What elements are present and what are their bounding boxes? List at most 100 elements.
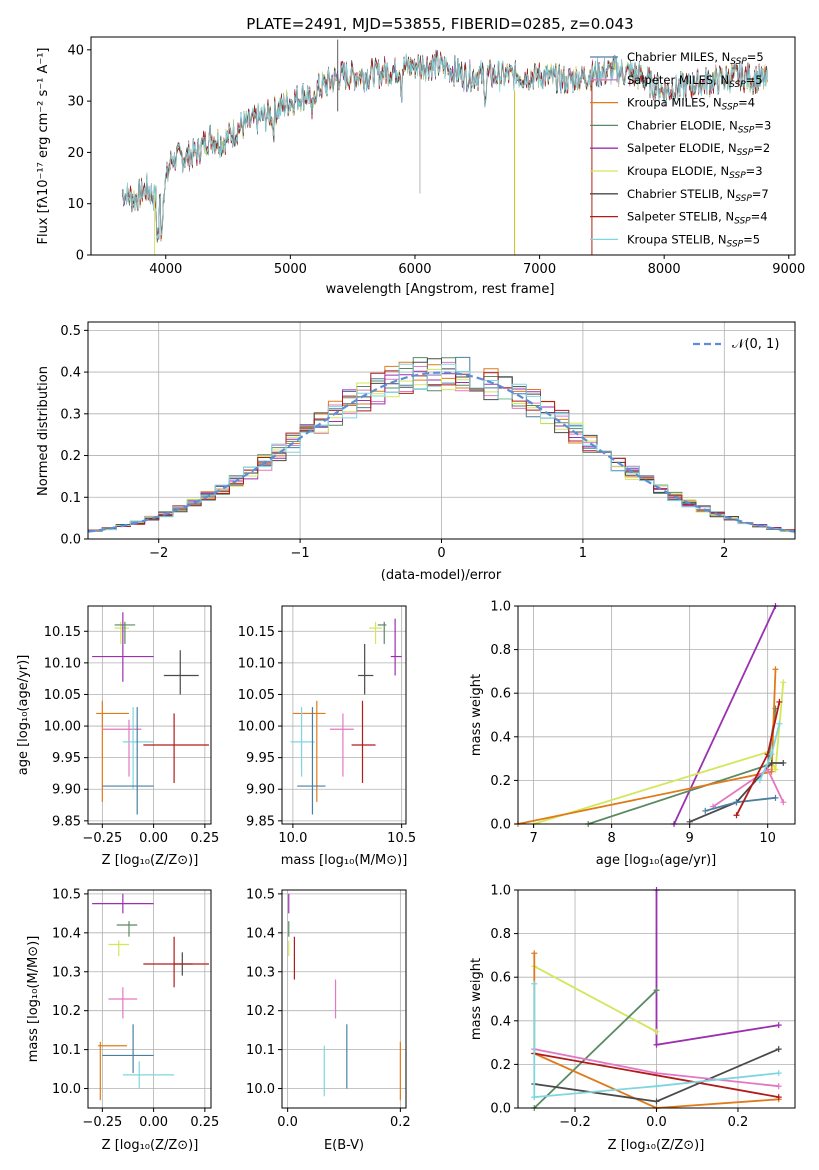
- x-tick-label: 9000: [772, 262, 805, 277]
- age-vs-mass-xlabel: mass [log₁₀(M/M⊙)]: [281, 853, 408, 868]
- mass-vs-z-frame: [87, 889, 212, 1109]
- y-tick-label: 0.6: [490, 687, 511, 702]
- x-tick-label: −2: [149, 546, 168, 561]
- x-tick-label: 0.2: [390, 1115, 411, 1130]
- weight-marker: [733, 812, 740, 819]
- weight-marker: [775, 1046, 782, 1053]
- x-tick-label: 5000: [274, 262, 307, 277]
- spectrum-legend: Chabrier MILES, NSSP=5 Salpeter MILES, NS…: [590, 50, 771, 249]
- y-tick-label: 10.10: [44, 656, 81, 671]
- y-tick-label: 0.2: [60, 449, 81, 464]
- x-tick-label: −0.25: [82, 831, 122, 846]
- age-vs-z-panel: −0.25 0.00 0.25 9.85 9.90 9.95 10.00 10.05 10.10…: [16, 605, 219, 868]
- normal-curve: [87, 371, 796, 533]
- y-tick-label: 30: [67, 95, 84, 110]
- legend-label: Kroupa STELIB, NSSP=5: [627, 232, 760, 249]
- legend-count: =7: [752, 187, 769, 201]
- legend-label: Salpeter STELIB, NSSP=4: [627, 210, 768, 227]
- x-tick-label: 8000: [648, 262, 681, 277]
- legend-sub: SSP: [734, 217, 751, 227]
- x-tick-label: 6000: [398, 262, 431, 277]
- weight-vs-z-panel: −0.2 0.0 0.2 0.0 0.2 0.4 0.6 0.8 1.0 Z [log₁₀(Z/…: [469, 884, 796, 1153]
- x-tick-label: 0.25: [190, 831, 219, 846]
- y-tick-label: 9.85: [246, 814, 275, 829]
- y-tick-label: 0.4: [490, 730, 511, 745]
- mass-vs-z-panel: −0.25 0.00 0.25 10.0 10.1 10.2 10.3 10.4 10.5 Z …: [26, 887, 219, 1153]
- y-tick-label: 10.4: [246, 926, 275, 941]
- legend-label: Kroupa ELODIE, NSSP=3: [627, 164, 763, 181]
- age-vs-z-frame: [87, 605, 212, 825]
- x-tick-label: 10: [759, 831, 776, 846]
- weight-marker: [772, 794, 779, 801]
- y-tick-label: 0.8: [490, 643, 511, 658]
- y-tick-label: 10.3: [52, 965, 81, 980]
- x-tick-label: 2: [720, 546, 728, 561]
- legend-count: =3: [754, 118, 771, 132]
- y-tick-label: 0.2: [490, 1058, 511, 1073]
- weight-marker: [531, 1094, 538, 1101]
- y-tick-label: 1.0: [490, 600, 511, 615]
- weight-marker: [653, 987, 660, 994]
- weight-line: [533, 682, 785, 825]
- legend-sub: SSP: [727, 239, 744, 249]
- legend-sub: SSP: [729, 171, 746, 181]
- weight-marker: [653, 1028, 660, 1035]
- x-tick-label: 0.0: [277, 1115, 298, 1130]
- y-tick-label: 0.3: [60, 407, 81, 422]
- y-tick-label: 10: [67, 197, 84, 212]
- y-tick-label: 10.4: [52, 926, 81, 941]
- y-tick-label: 10.00: [238, 720, 275, 735]
- y-tick-label: 0.1: [60, 491, 81, 506]
- residual-panel: −2 −1 0 1 2 0.0 0.1 0.2 0.3 0.4 0.5 (data-model)/e…: [36, 321, 796, 583]
- residual-ylabel: Normed distribution: [36, 366, 51, 496]
- y-tick-label: 9.95: [246, 751, 275, 766]
- legend-count: =3: [746, 164, 763, 178]
- mass-vs-ebv-frame: [281, 889, 407, 1109]
- residual-xlabel: (data-model)/error: [381, 568, 502, 583]
- weight-vs-z-xlabel: Z [log₁₀(Z/Z⊙)]: [608, 1138, 705, 1153]
- weight-marker: [772, 766, 779, 773]
- weight-marker: [653, 1041, 660, 1048]
- weight-vs-age-ylabel: mass weight: [469, 674, 484, 756]
- x-tick-label: 8: [607, 831, 615, 846]
- x-tick-label: 0: [437, 546, 445, 561]
- legend-label: Chabrier STELIB, NSSP=7: [627, 187, 769, 204]
- y-tick-label: 0.4: [60, 366, 81, 381]
- y-tick-label: 9.85: [52, 814, 81, 829]
- legend-sub: SSP: [735, 194, 752, 204]
- weight-marker: [775, 1022, 782, 1029]
- legend-sub: SSP: [738, 125, 755, 135]
- weight-marker: [653, 1083, 660, 1090]
- x-tick-label: −0.25: [82, 1115, 122, 1130]
- y-tick-label: 0.8: [490, 927, 511, 942]
- y-tick-label: 10.05: [238, 688, 275, 703]
- spectrum-title: PLATE=2491, MJD=53855, FIBERID=0285, z=0…: [246, 15, 633, 33]
- weight-marker: [775, 1070, 782, 1077]
- weight-marker: [768, 759, 775, 766]
- x-tick-label: 10.5: [387, 831, 416, 846]
- weight-line: [534, 1052, 779, 1098]
- age-vs-mass-frame: [281, 605, 407, 825]
- y-tick-label: 0.0: [490, 818, 511, 833]
- y-tick-label: 10.1: [246, 1043, 275, 1058]
- spectrum-panel: PLATE=2491, MJD=53855, FIBERID=0285, z=0…: [36, 15, 805, 297]
- y-tick-label: 9.95: [52, 751, 81, 766]
- legend-sub: SSP: [722, 103, 739, 113]
- weight-line: [655, 890, 779, 1046]
- x-tick-label: 7000: [523, 262, 556, 277]
- histogram-step: [88, 368, 795, 533]
- y-tick-label: 10.0: [52, 1082, 81, 1097]
- weight-line: [533, 965, 657, 1033]
- x-tick-label: 0.0: [646, 1115, 667, 1130]
- x-tick-label: −0.2: [559, 1115, 591, 1130]
- x-tick-label: 10.0: [278, 831, 307, 846]
- x-tick-label: 7: [529, 831, 537, 846]
- y-tick-label: 0.6: [490, 971, 511, 986]
- weight-vs-z-ylabel: mass weight: [469, 958, 484, 1040]
- weight-marker: [772, 666, 779, 673]
- weight-marker: [653, 1098, 660, 1105]
- y-tick-label: 10.05: [44, 688, 81, 703]
- spectrum-ylabel: Flux [fλ10⁻¹⁷ erg cm⁻² s⁻¹ A⁻¹]: [36, 48, 51, 245]
- legend-label: Kroupa MILES, NSSP=4: [627, 96, 755, 113]
